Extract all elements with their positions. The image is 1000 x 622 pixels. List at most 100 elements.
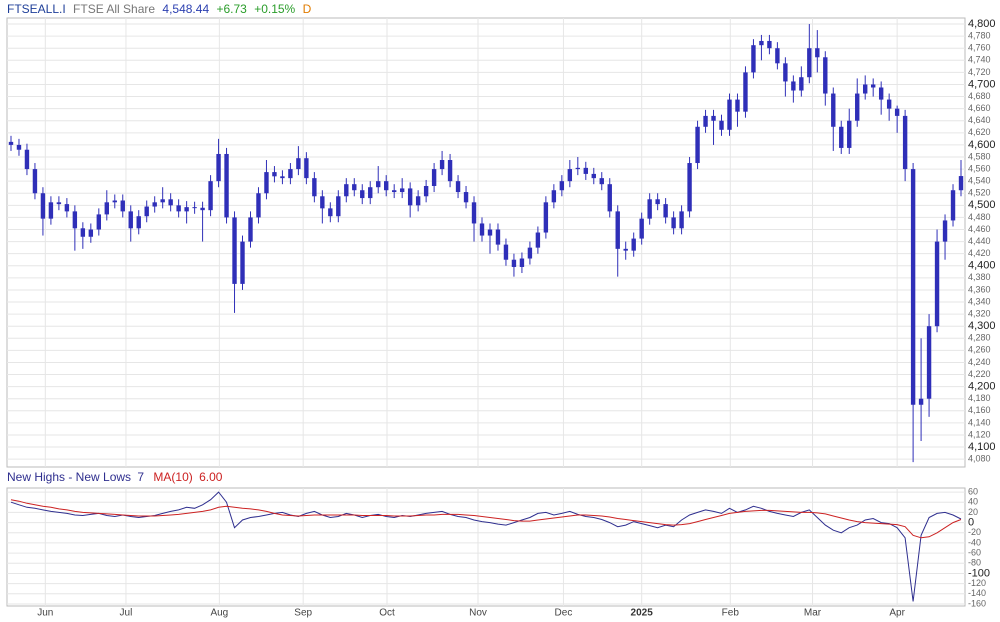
- candle-body: [248, 217, 253, 242]
- candle-body: [863, 84, 868, 94]
- candle-body: [855, 93, 860, 121]
- y-tick-label: 40: [968, 497, 978, 507]
- y-tick-label: 4,680: [968, 91, 991, 101]
- candle-body: [647, 199, 652, 219]
- candle-body: [232, 217, 237, 284]
- candle-body: [88, 229, 94, 237]
- candle-body: [96, 214, 102, 230]
- main-frame: [6, 17, 966, 468]
- y-tick-label: -160: [968, 598, 986, 608]
- candle-body: [950, 190, 956, 221]
- y-tick-label: 4,800: [968, 18, 996, 30]
- symbol: FTSEALL.I: [7, 2, 66, 16]
- candle-body: [751, 45, 756, 73]
- candle-body: [256, 193, 261, 218]
- candle-body: [216, 153, 221, 182]
- name: FTSE All Share: [73, 2, 155, 16]
- x-tick-label: Aug: [210, 608, 228, 619]
- change-pct: +0.15%: [254, 2, 295, 16]
- candle-body: [783, 63, 788, 82]
- candle-body: [447, 160, 453, 182]
- candle-body: [312, 178, 317, 197]
- y-tick-label: -40: [968, 537, 981, 547]
- ma-name: MA(10): [153, 470, 192, 484]
- candle-body: [663, 204, 668, 218]
- interval: D: [303, 2, 312, 16]
- y-tick-label: 4,600: [968, 139, 996, 151]
- y-tick-label: 4,540: [968, 176, 991, 186]
- candle-body: [168, 199, 173, 206]
- candle-body: [48, 202, 54, 219]
- candle-body: [831, 93, 836, 127]
- y-tick-label: 4,360: [968, 284, 991, 294]
- candle-body: [607, 184, 612, 212]
- candle-body: [208, 181, 213, 211]
- y-tick-label: 4,580: [968, 151, 991, 161]
- x-tick-label: Dec: [555, 608, 573, 619]
- y-tick-label: 4,400: [968, 260, 996, 272]
- candle-body: [918, 398, 924, 405]
- candle-body: [288, 169, 293, 179]
- candle-body: [591, 173, 596, 179]
- candle-body: [575, 167, 581, 170]
- candle-body: [304, 158, 309, 179]
- indicator-header: New Highs - New Lows 7 MA(10) 6.00: [7, 470, 223, 484]
- candle-body: [799, 77, 804, 91]
- y-tick-label: 4,420: [968, 248, 991, 258]
- y-tick-label: 4,720: [968, 67, 991, 77]
- y-tick-label: 4,500: [968, 199, 996, 211]
- y-tick-label: -100: [968, 567, 990, 579]
- candle-body: [719, 120, 724, 130]
- candle-body: [487, 229, 493, 236]
- candle-body: [767, 40, 772, 49]
- candle-body: [551, 190, 557, 203]
- indicator-line: [10, 491, 962, 602]
- candle-body: [431, 169, 437, 186]
- candle-body: [535, 232, 541, 248]
- x-tick-label: Jul: [120, 608, 133, 619]
- candle-body: [655, 199, 660, 205]
- x-tick-label: Jun: [37, 608, 53, 619]
- y-tick-label: 60: [968, 486, 978, 496]
- y-tick-label: -20: [968, 527, 981, 537]
- candle-body: [527, 247, 533, 259]
- candle-body: [72, 211, 78, 229]
- candle-body: [703, 115, 708, 127]
- candle-body: [200, 207, 205, 211]
- candle-body: [384, 181, 389, 191]
- candle-body: [415, 196, 421, 206]
- x-tick-label: 2025: [631, 608, 654, 619]
- candle-body: [543, 202, 549, 233]
- y-tick-label: 4,080: [968, 454, 991, 464]
- y-tick-label: 4,120: [968, 429, 991, 439]
- candle-body: [80, 228, 86, 237]
- x-tick-label: Nov: [469, 608, 487, 619]
- candle-body: [839, 126, 844, 148]
- y-tick-label: 4,660: [968, 103, 991, 113]
- candle-body: [336, 196, 341, 217]
- candle-body: [926, 326, 932, 399]
- candle-body: [559, 181, 565, 191]
- candle-body: [735, 99, 740, 112]
- y-tick-label: 4,200: [968, 381, 996, 393]
- candle-body: [423, 185, 429, 197]
- candle-body: [671, 217, 676, 229]
- candle-body: [56, 202, 62, 205]
- ma-last: 6.00: [199, 470, 223, 484]
- y-tick-label: 4,100: [968, 441, 996, 453]
- candle-body: [503, 244, 509, 260]
- x-tick-label: Oct: [379, 608, 395, 619]
- candle-body: [8, 141, 14, 145]
- indicator-last: 7: [137, 470, 144, 484]
- candle-body: [344, 184, 349, 197]
- candle-body: [958, 176, 964, 191]
- last: 4,548.44: [162, 2, 209, 16]
- y-tick-label: -60: [968, 547, 981, 557]
- candle-body: [639, 218, 644, 239]
- candle-body: [24, 149, 30, 170]
- x-tick-label: Mar: [804, 608, 822, 619]
- candle-body: [391, 190, 397, 193]
- candle-body: [894, 108, 900, 116]
- y-tick-label: 4,560: [968, 163, 991, 173]
